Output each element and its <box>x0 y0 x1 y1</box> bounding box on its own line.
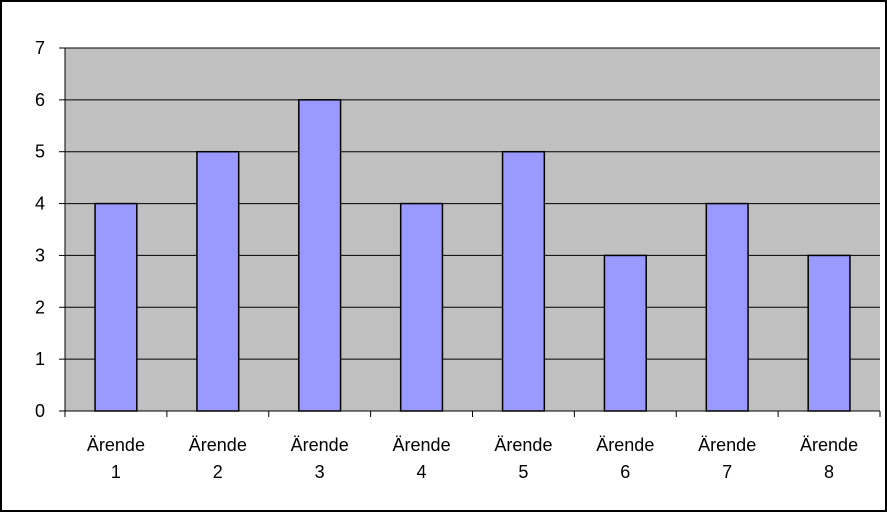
x-tick-label-line: Ärende <box>87 435 145 455</box>
y-tick-label: 0 <box>35 401 45 421</box>
x-tick-label-line: Ärende <box>291 435 349 455</box>
y-tick-label: 5 <box>35 142 45 162</box>
x-tick-label: Ärende 4 <box>393 435 451 482</box>
x-tick-label-line: Ärende <box>393 435 451 455</box>
y-tick-label: 6 <box>35 90 45 110</box>
x-tick-label-line: 5 <box>518 462 528 482</box>
x-tick-label-line: 6 <box>620 462 630 482</box>
axes <box>59 47 881 417</box>
x-tick-label: Ärende 6 <box>596 435 654 482</box>
y-tick-labels: 0 1 2 3 4 5 6 7 <box>35 38 45 421</box>
x-tick-label-line: 2 <box>213 462 223 482</box>
bars <box>94 99 851 412</box>
bar-arende-8 <box>807 254 851 412</box>
x-tick-label: Ärende 3 <box>291 435 349 482</box>
x-tick-label: Ärende 8 <box>800 435 858 482</box>
x-tick-label-line: Ärende <box>698 435 756 455</box>
y-tick-label: 2 <box>35 297 45 317</box>
y-tick-label: 7 <box>35 38 45 58</box>
y-tick-label: 4 <box>35 194 45 214</box>
y-tick-label: 3 <box>35 245 45 265</box>
x-tick-label: Ärende 1 <box>87 435 145 482</box>
x-tick-label-line: 1 <box>111 462 121 482</box>
bar-arende-6 <box>603 254 647 412</box>
plot-area <box>65 48 880 411</box>
x-tick-label-line: 8 <box>824 462 834 482</box>
x-tick-label: Ärende 2 <box>189 435 247 482</box>
x-tick-label-line: Ärende <box>800 435 858 455</box>
bar-arende-2 <box>196 150 240 412</box>
x-tick-label-line: 3 <box>315 462 325 482</box>
x-tick-label: Ärende 7 <box>698 435 756 482</box>
x-tick-label-line: Ärende <box>189 435 247 455</box>
bar-arende-1 <box>94 202 138 412</box>
bar-arende-3 <box>298 99 342 412</box>
bar-arende-5 <box>501 150 546 412</box>
bar-arende-7 <box>705 202 749 412</box>
x-tick-label-line: Ärende <box>596 435 654 455</box>
bar-arende-4 <box>399 202 444 412</box>
x-tick-label-line: 4 <box>417 462 427 482</box>
x-tick-label-line: Ärende <box>494 435 552 455</box>
x-tick-label: Ärende 5 <box>494 435 552 482</box>
y-tick-label: 1 <box>35 349 45 369</box>
x-tick-label-line: 7 <box>722 462 732 482</box>
